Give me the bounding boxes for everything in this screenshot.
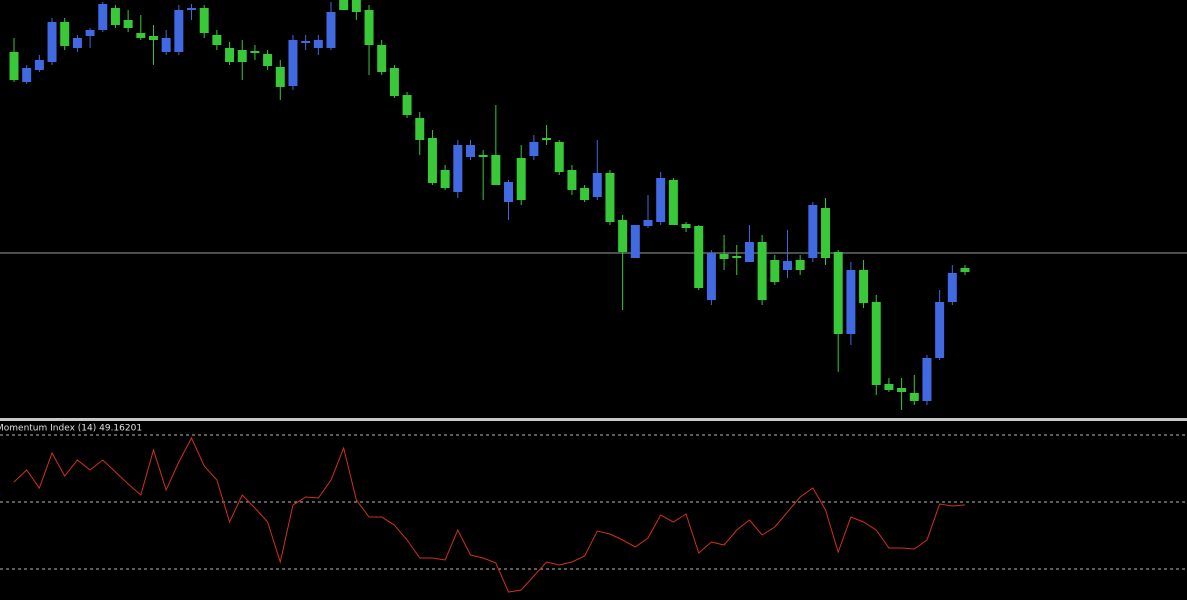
candle-body	[491, 155, 501, 185]
candle-body	[465, 145, 475, 157]
candle-body	[808, 205, 818, 258]
candle-body	[859, 270, 869, 303]
panel-separator	[0, 418, 1187, 421]
candle-body	[377, 45, 387, 72]
candle-body	[110, 8, 120, 25]
candle-body	[136, 33, 146, 38]
candle-body	[504, 182, 514, 202]
candle-body	[618, 220, 628, 252]
candle-body	[478, 155, 488, 157]
candle-body	[656, 178, 666, 222]
candle-body	[123, 20, 133, 28]
candle-body	[554, 142, 564, 172]
candle-body	[313, 40, 323, 48]
candle-body	[732, 256, 742, 258]
candle-body	[744, 242, 754, 262]
candle-body	[237, 50, 247, 62]
candle-body	[85, 30, 95, 36]
candle-body	[440, 170, 450, 188]
candle-body	[694, 226, 704, 288]
candle-body	[567, 170, 577, 190]
candle-body	[326, 12, 336, 48]
candle-body	[199, 8, 209, 33]
candle-body	[148, 36, 158, 40]
indicator-title: Momentum Index (14) 49.16201	[0, 424, 142, 434]
candle-body	[529, 142, 539, 156]
candle-body	[34, 60, 44, 70]
candle-body	[339, 0, 349, 10]
candle-body	[250, 51, 260, 53]
candle-body	[301, 41, 311, 43]
candle-body	[719, 254, 729, 259]
candle-body	[592, 173, 602, 197]
candle-body	[833, 252, 843, 334]
candle-body	[427, 138, 437, 183]
candle-body	[453, 145, 463, 192]
candle-body	[897, 388, 907, 392]
candle-body	[187, 8, 197, 10]
candle-body	[174, 10, 184, 52]
candle-body	[643, 220, 653, 226]
candle-body	[960, 268, 970, 272]
candle-body	[580, 188, 590, 200]
candle-body	[263, 54, 273, 66]
candle-body	[681, 224, 691, 228]
candle-body	[212, 35, 222, 45]
candle-body	[795, 260, 805, 270]
candle-body	[225, 48, 235, 62]
candle-body	[757, 242, 767, 300]
candle-body	[782, 261, 792, 270]
candle-body	[871, 302, 881, 385]
candle-body	[846, 270, 856, 334]
candle-body	[935, 302, 945, 358]
candle-body	[884, 384, 894, 390]
candle-body	[516, 158, 526, 200]
candle-body	[98, 4, 108, 30]
candle-body	[72, 38, 82, 48]
candle-body	[288, 40, 298, 86]
candle-body	[630, 225, 640, 258]
candle-body	[364, 10, 374, 45]
candle-body	[9, 52, 19, 80]
candle-body	[668, 180, 678, 225]
candle-body	[770, 260, 780, 282]
candle-body	[821, 208, 831, 258]
momentum-line	[13, 436, 966, 593]
candle-body	[706, 253, 716, 300]
candle-body	[402, 95, 412, 115]
candle-body	[542, 138, 552, 140]
candle-body	[60, 22, 70, 46]
candle-body	[22, 68, 32, 82]
candle-body	[605, 173, 615, 222]
candle-body	[275, 67, 285, 87]
candle-body	[351, 0, 361, 12]
candle-body	[909, 393, 919, 401]
candle-body	[161, 38, 171, 52]
candle-body	[947, 273, 957, 302]
candle-body	[389, 68, 399, 96]
candle-body	[922, 358, 932, 401]
candle-body	[415, 118, 425, 140]
candle-body	[47, 22, 57, 62]
